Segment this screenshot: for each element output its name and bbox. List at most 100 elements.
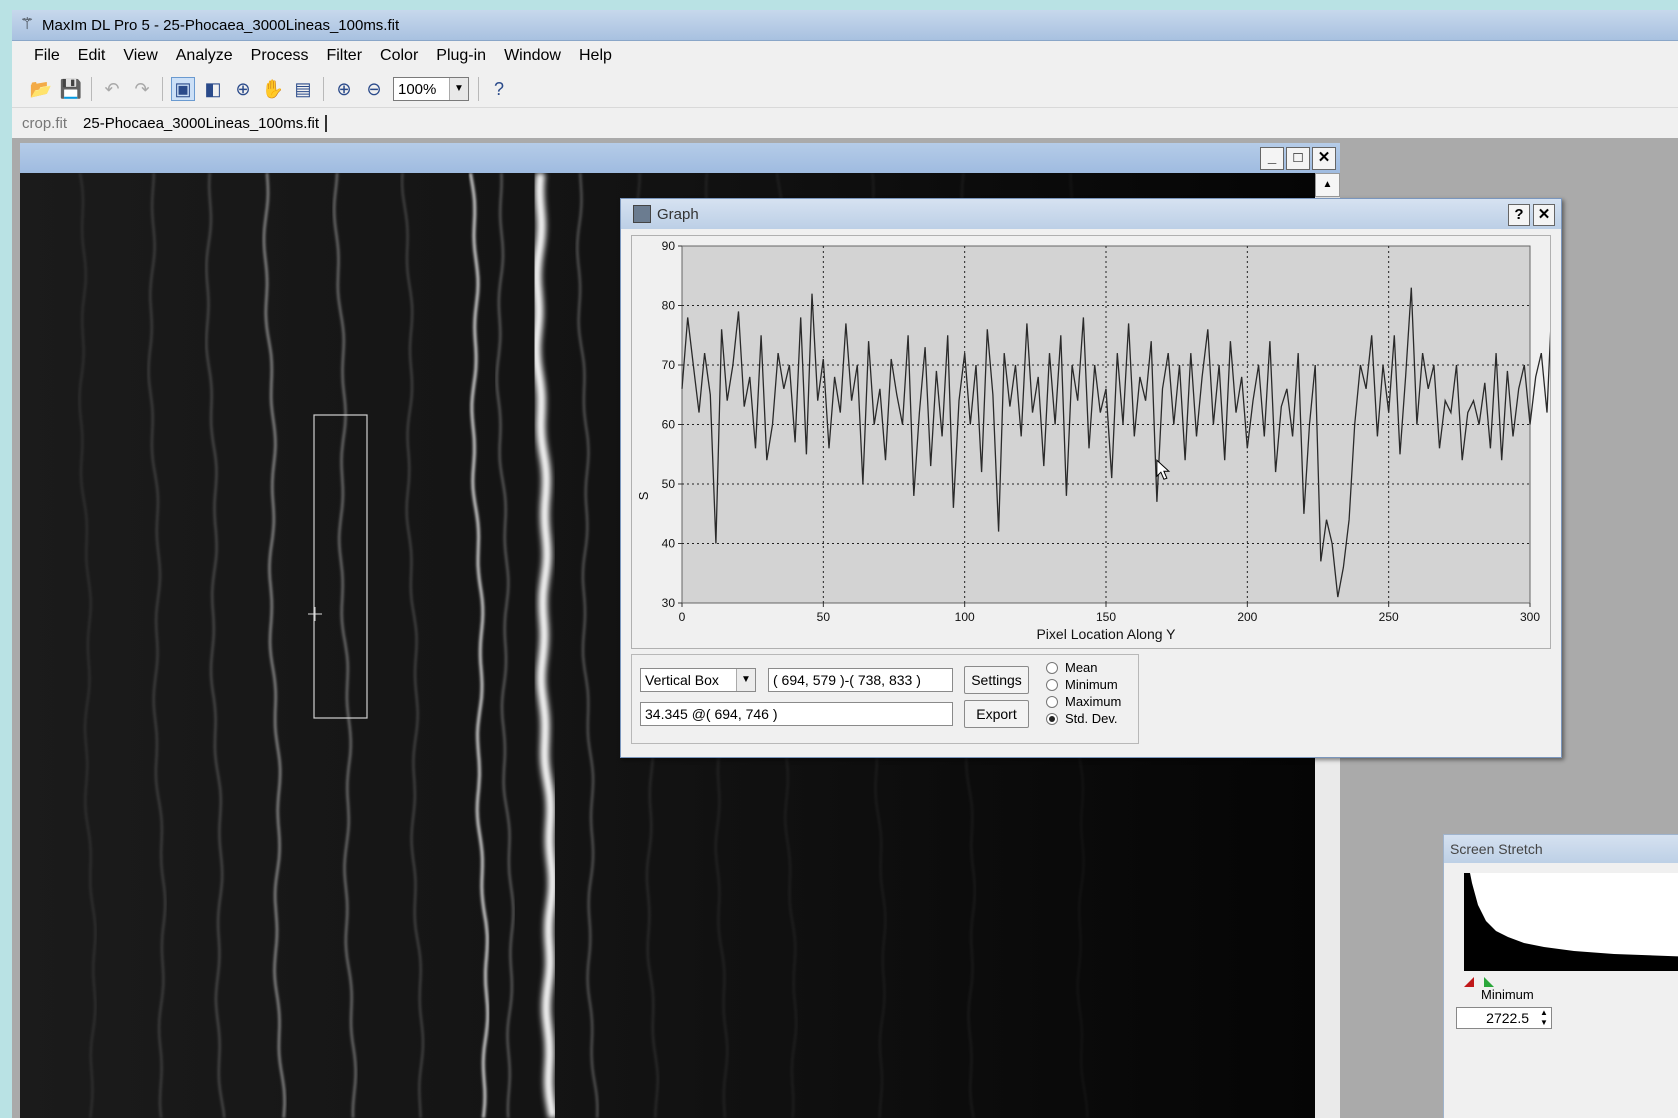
- document-tabs: crop.fit 25-Phocaea_3000Lineas_100ms.fit: [12, 107, 1678, 138]
- menu-edit[interactable]: Edit: [77, 47, 106, 64]
- graph-titlebar: Graph ? ✕: [621, 199, 1561, 229]
- image-view-icon[interactable]: ▣: [171, 77, 195, 101]
- telescope-icon: ⚚: [19, 16, 35, 33]
- zoom-out-icon[interactable]: ⊖: [366, 79, 382, 99]
- graph-window: Graph ? ✕ 0 50 100 150 200 250 300 30 40 50 60 70 80…: [620, 198, 1562, 758]
- close-button[interactable]: ✕: [1533, 204, 1555, 226]
- minimum-label: Minimum: [1481, 987, 1534, 1002]
- radio-minimum[interactable]: Minimum: [1046, 676, 1136, 693]
- x-axis-label: Pixel Location Along Y: [1036, 626, 1176, 642]
- radio-maximum[interactable]: Maximum: [1046, 693, 1136, 710]
- radio-mean[interactable]: Mean: [1046, 659, 1136, 676]
- close-button[interactable]: ✕: [1312, 147, 1336, 170]
- minimum-spinner[interactable]: ▲ ▼: [1540, 1008, 1548, 1027]
- box-coords-field[interactable]: ( 694, 579 )-( 738, 833 ): [768, 668, 953, 692]
- y-tick-label: 60: [662, 418, 676, 432]
- y-tick-label: 40: [662, 537, 676, 551]
- max-slider-icon: [1484, 977, 1494, 987]
- readout-value: 34.345 @( 694, 746 ): [645, 706, 778, 722]
- mode-select[interactable]: Vertical Box ▼: [640, 668, 756, 692]
- minimum-input[interactable]: 2722.5: [1456, 1007, 1552, 1029]
- toolbar-separator: [323, 77, 324, 101]
- x-tick-label: 100: [955, 610, 975, 624]
- statistic-radio-group: Mean Minimum Maximum Std. Dev.: [1046, 659, 1136, 739]
- stretch-sliders[interactable]: [1464, 975, 1504, 989]
- std-dev-chart: 0 50 100 150 200 250 300 30 40 50 60 70 80 90 Pixel Lo…: [636, 239, 1550, 642]
- menu-file[interactable]: File: [34, 47, 60, 64]
- radio-minimum-dot[interactable]: [1046, 678, 1058, 691]
- toolbar-separator: [162, 77, 163, 101]
- spectral-line: [401, 173, 424, 1118]
- zoom-select[interactable]: 100% ▼: [393, 77, 469, 101]
- tab-phocaea[interactable]: 25-Phocaea_3000Lineas_100ms.fit: [83, 114, 328, 132]
- std-dev-series-line: [681, 287, 1550, 598]
- undo-icon[interactable]: ↶: [104, 79, 120, 99]
- x-tick-label: 300: [1520, 610, 1540, 624]
- readout-field[interactable]: 34.345 @( 694, 746 ): [640, 702, 953, 726]
- screen-stretch-panel: Screen Stretch Minimum 2722.5 ▲ ▼: [1443, 834, 1678, 1118]
- save-icon[interactable]: 💾: [59, 79, 83, 99]
- menu-bar: File Edit View Analyze Process Filter Color Plu…: [12, 41, 1678, 71]
- radio-std-dev-dot[interactable]: [1046, 712, 1058, 725]
- menu-plugin[interactable]: Plug-in: [436, 47, 487, 64]
- y-axis-label: S: [636, 491, 651, 500]
- chevron-down-icon[interactable]: ▼: [449, 78, 468, 100]
- menu-view[interactable]: View: [123, 47, 158, 64]
- selection-box[interactable]: [313, 414, 368, 719]
- radio-mean-dot[interactable]: [1046, 661, 1058, 674]
- app-window: ⚚ MaxIm DL Pro 5 - 25-Phocaea_3000Lineas…: [12, 10, 1678, 1118]
- histogram-graphic: [1464, 873, 1678, 971]
- radio-std-dev-label: Std. Dev.: [1065, 711, 1118, 726]
- x-tick-label: 150: [1096, 610, 1116, 624]
- properties-icon[interactable]: ▤: [294, 79, 312, 99]
- spectral-line: [495, 173, 515, 1118]
- context-help-icon[interactable]: ?: [493, 79, 504, 99]
- min-slider-icon: [1464, 977, 1474, 987]
- pan-hand-icon[interactable]: ✋: [261, 79, 285, 99]
- spectral-line: [262, 173, 286, 1118]
- menu-color[interactable]: Color: [380, 47, 419, 64]
- radio-minimum-label: Minimum: [1065, 677, 1118, 692]
- menu-analyze[interactable]: Analyze: [175, 47, 233, 64]
- export-button[interactable]: Export: [964, 700, 1029, 728]
- spectral-line: [78, 173, 96, 1118]
- compare-icon[interactable]: ◧: [204, 79, 222, 99]
- tab-crop[interactable]: crop.fit: [22, 114, 68, 132]
- radio-maximum-dot[interactable]: [1046, 695, 1058, 708]
- menu-window[interactable]: Window: [504, 47, 561, 64]
- scroll-up-icon[interactable]: ▲: [1315, 173, 1340, 197]
- help-button[interactable]: ?: [1508, 204, 1530, 226]
- redo-icon[interactable]: ↷: [134, 79, 150, 99]
- radio-std-dev[interactable]: Std. Dev.: [1046, 710, 1136, 727]
- menu-filter[interactable]: Filter: [326, 47, 363, 64]
- screen-stretch-title: Screen Stretch: [1444, 835, 1678, 863]
- y-tick-label: 50: [662, 477, 676, 491]
- y-tick-label: 80: [662, 299, 676, 313]
- menu-process[interactable]: Process: [250, 47, 309, 64]
- spectral-line: [576, 173, 599, 1118]
- y-tick-label: 90: [662, 239, 676, 253]
- menu-help[interactable]: Help: [578, 47, 612, 64]
- toolbar: 📂 💾 ↶ ↷ ▣ ◧ ⊕ ✋ ▤ ⊕ ⊖ 100% ▼ ?: [12, 71, 1678, 107]
- spectral-line: [531, 173, 558, 1118]
- x-tick-label: 200: [1237, 610, 1257, 624]
- radio-mean-label: Mean: [1065, 660, 1098, 675]
- maximize-button[interactable]: □: [1286, 147, 1310, 170]
- toolbar-separator: [91, 77, 92, 101]
- crosshair-icon[interactable]: ⊕: [235, 79, 251, 99]
- window-title: MaxIm DL Pro 5 - 25-Phocaea_3000Lineas_1…: [42, 16, 400, 34]
- plot-area: 0 50 100 150 200 250 300 30 40 50 60 70 80 90 Pixel Lo…: [631, 235, 1551, 649]
- mouse-cursor-icon: [1156, 459, 1171, 480]
- graph-icon: [633, 205, 651, 223]
- chevron-down-icon[interactable]: ▼: [736, 669, 755, 691]
- zoom-in-icon[interactable]: ⊕: [336, 79, 352, 99]
- zoom-value: 100%: [398, 80, 437, 98]
- settings-button[interactable]: Settings: [964, 666, 1029, 694]
- open-icon[interactable]: 📂: [29, 79, 53, 99]
- graph-controls-frame: [631, 654, 1139, 744]
- box-coords-value: ( 694, 579 )-( 738, 833 ): [773, 672, 921, 688]
- x-tick-label: 250: [1379, 610, 1399, 624]
- spectral-line: [205, 173, 226, 1118]
- graph-title: Graph: [657, 205, 699, 223]
- minimize-button[interactable]: _: [1260, 147, 1284, 170]
